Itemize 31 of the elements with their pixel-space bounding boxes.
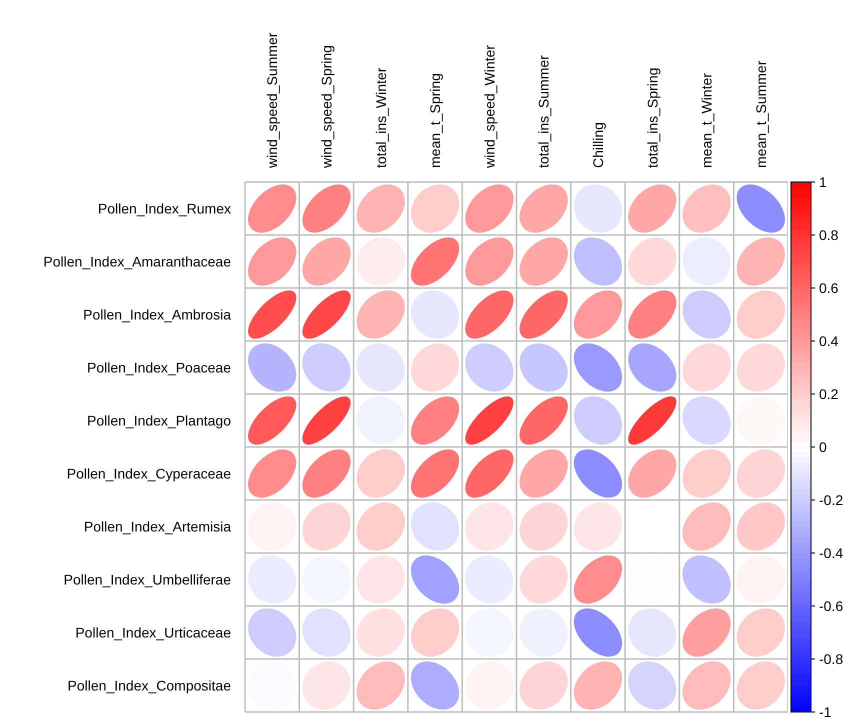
color-bar-label: -0.2	[819, 492, 844, 508]
x-tick-label: total_ins_Summer	[536, 54, 552, 168]
y-tick-label: Pollen_Index_Poaceae	[86, 360, 232, 376]
color-bar-label: 0.8	[819, 227, 839, 243]
x-tick-label: mean_t_Winter	[698, 72, 715, 168]
color-bar-label: -0.6	[819, 598, 844, 614]
x-tick-label: wind_speed_Summer	[264, 32, 280, 169]
y-tick-label: Pollen_Index_Plantago	[86, 412, 232, 428]
color-bar-label: 0.4	[819, 333, 839, 349]
y-tick-label: Pollen_Index_Compositae	[68, 678, 232, 694]
y-tick-label: Pollen_Index_Amaranthaceae	[43, 254, 232, 270]
color-bar-label: -0.8	[819, 651, 844, 667]
color-bar-label: 0.6	[819, 280, 839, 296]
y-tick-label: Pollen_Index_Ambrosia	[83, 306, 232, 322]
color-bar-label: 0.2	[819, 386, 839, 402]
y-tick-label: Pollen_Index_Umbelliferae	[64, 572, 232, 588]
x-tick-label: wind_speed_Spring	[318, 45, 334, 169]
color-bar-label: 0	[819, 439, 827, 455]
y-tick-label: Pollen_Index_Artemisia	[84, 518, 232, 534]
y-tick-label: Pollen_Index_Rumex	[98, 200, 231, 216]
y-tick-label: Pollen_Index_Urticaceae	[75, 624, 232, 640]
x-tick-label: wind_speed_Winter	[481, 44, 498, 169]
color-bar-label: 1	[819, 174, 827, 190]
x-tick-label: mean_t_Spring	[427, 73, 444, 168]
color-bar-label: -0.4	[819, 545, 844, 561]
x-tick-label: total_ins_Winter	[372, 67, 389, 168]
color-bar-label: -1	[819, 704, 832, 719]
x-tick-label: mean_t_Summer	[752, 60, 769, 168]
x-tick-label: Chilling	[590, 122, 606, 168]
y-tick-label: Pollen_Index_Cyperaceae	[66, 466, 232, 482]
x-tick-label: total_ins_Spring	[644, 68, 660, 168]
